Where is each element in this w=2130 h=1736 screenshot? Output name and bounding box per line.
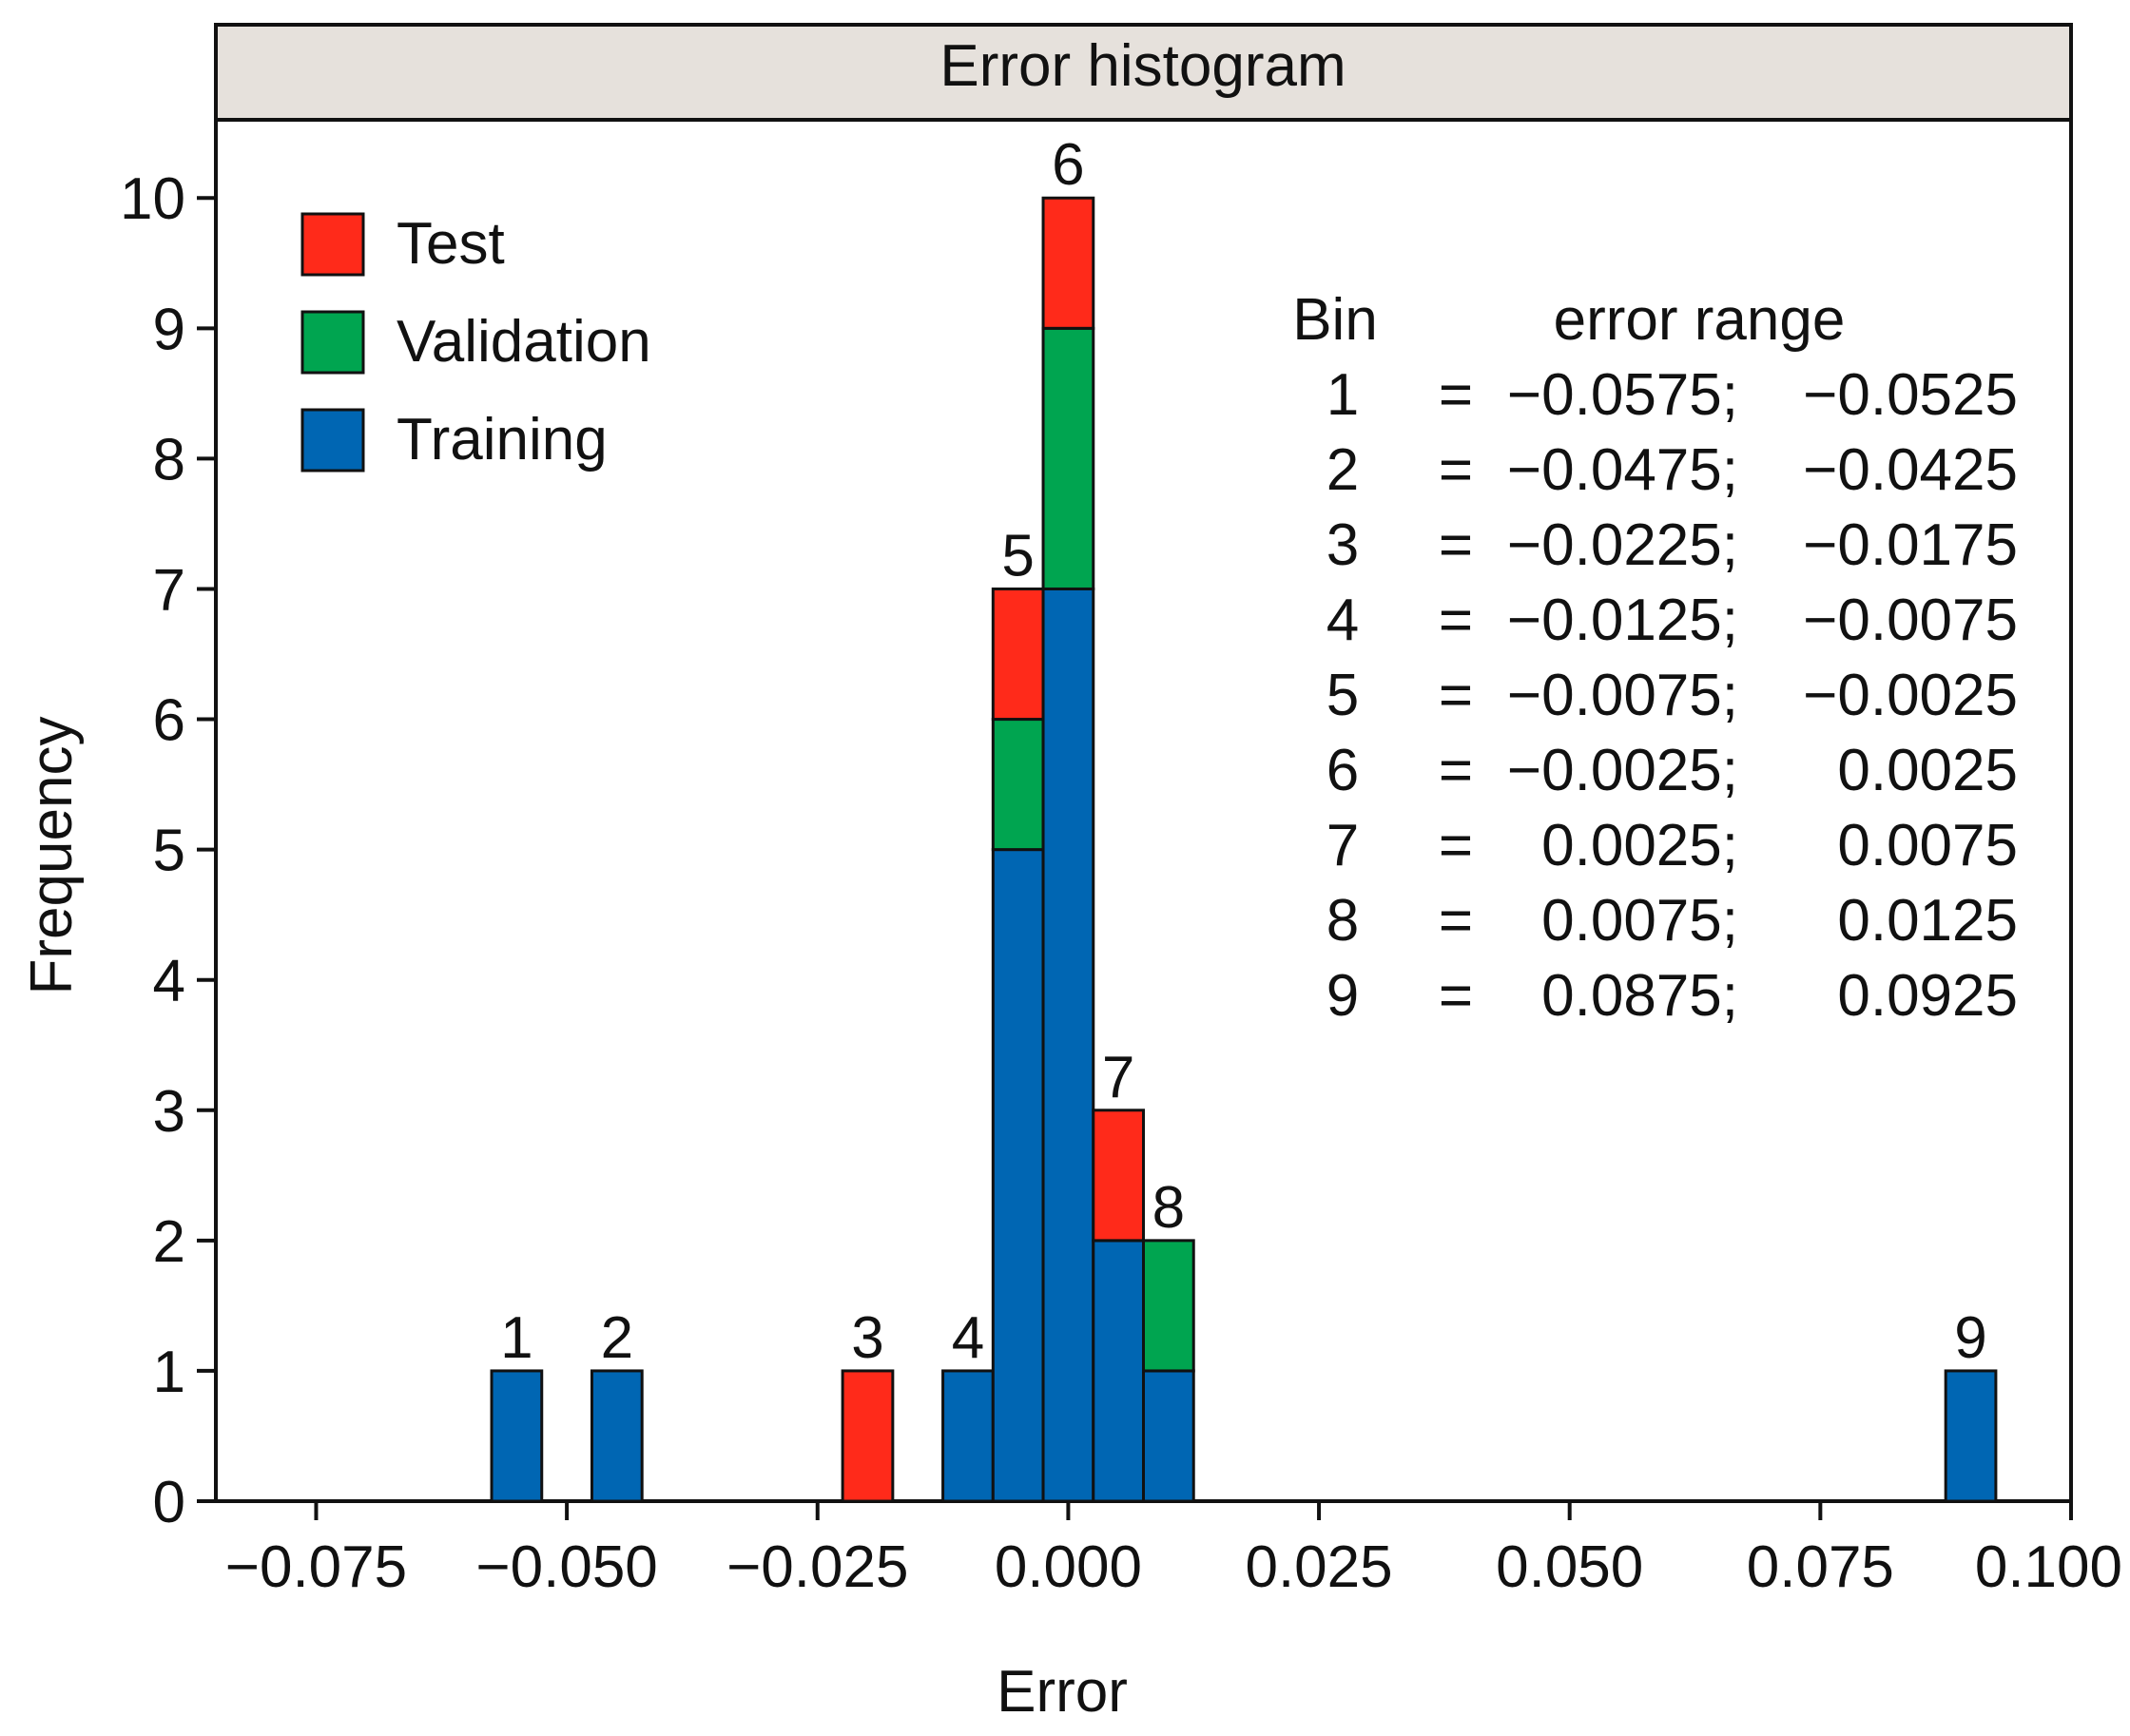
bin-table-upper: −0.0425: [1803, 437, 2018, 503]
bin-table-lower: 0.0025;: [1541, 813, 1738, 878]
x-tick-label: −0.050: [475, 1534, 657, 1600]
bin-label-6: 6: [1052, 132, 1084, 198]
bin-table-upper: −0.0175: [1803, 512, 2018, 578]
bin-table-bin-1: 1: [1326, 362, 1359, 428]
bin-table-upper: −0.0075: [1803, 588, 2018, 653]
bin-label-8: 8: [1152, 1175, 1185, 1241]
bin-label-4: 4: [952, 1305, 984, 1371]
bin-table-lower: −0.0575;: [1507, 362, 1738, 428]
axes-layer: −0.075 −0.050 −0.025 0.000 0.025 0.050 0.075 0.…: [120, 166, 2122, 1600]
bin-table-bin-9: 9: [1326, 963, 1359, 1029]
bin-table-upper: 0.0925: [1837, 963, 2018, 1029]
bin-table-lower: −0.0025;: [1507, 738, 1738, 803]
bin-label-3: 3: [851, 1305, 883, 1371]
bar-bin-5-validation: [991, 718, 1045, 852]
bar-bin-3-test: [841, 1369, 895, 1503]
bar-bin-6-validation: [1041, 326, 1095, 590]
x-tick-label: 0.100: [1975, 1534, 2122, 1600]
y-tick-label: 3: [153, 1079, 185, 1145]
bin-table-bin-5: 5: [1326, 663, 1359, 728]
title-strip: [214, 23, 2073, 122]
legend-label-test: Test: [397, 211, 505, 277]
bin-table-bin-2: 2: [1326, 437, 1359, 503]
bin-table-header-bin: Bin: [1292, 287, 1378, 353]
bar-bin-6-test: [1041, 196, 1095, 330]
bin-table-lower: −0.0475;: [1507, 437, 1738, 503]
bin-table-bin-4: 4: [1326, 588, 1359, 653]
bin-label-9: 9: [1954, 1305, 1986, 1371]
bin-table-bin-6: 6: [1326, 738, 1359, 803]
bin-label-5: 5: [1001, 523, 1034, 588]
bin-label-7: 7: [1102, 1045, 1134, 1110]
bar-bin-1-training: [490, 1369, 544, 1503]
y-tick-label: 9: [153, 297, 185, 362]
y-tick-label: 2: [153, 1209, 185, 1275]
bar-bin-7-training: [1092, 1239, 1145, 1503]
bin-table-equals: =: [1439, 512, 1473, 578]
y-tick-label: 5: [153, 819, 185, 884]
x-tick-label: −0.075: [225, 1534, 407, 1600]
bin-table-equals: =: [1439, 888, 1473, 954]
bin-table-bin-7: 7: [1326, 813, 1359, 878]
bin-label-1: 1: [500, 1305, 532, 1371]
bin-label-2: 2: [601, 1305, 633, 1371]
y-tick-label: 1: [153, 1340, 185, 1405]
bin-table-lower: −0.0225;: [1507, 512, 1738, 578]
bar-bin-8-training: [1142, 1369, 1195, 1503]
bin-table-equals: =: [1439, 813, 1473, 878]
bar-bin-5-test: [991, 587, 1045, 722]
y-tick-label: 10: [120, 166, 185, 232]
bin-table-upper: 0.0075: [1837, 813, 2018, 878]
bars-layer: [490, 196, 1998, 1503]
x-tick-label: 0.025: [1245, 1534, 1392, 1600]
bin-table-upper: −0.0525: [1803, 362, 2018, 428]
y-tick-label: 7: [153, 557, 185, 623]
bar-bin-5-training: [991, 848, 1045, 1503]
bin-table-equals: =: [1439, 963, 1473, 1029]
legend-swatch-training: [300, 408, 365, 473]
legend-label-validation: Validation: [397, 309, 651, 375]
y-tick-label: 4: [153, 949, 185, 1014]
bin-table-header-range: error range: [1554, 287, 1846, 353]
bar-bin-8-validation: [1142, 1239, 1195, 1373]
bin-table-lower: −0.0125;: [1507, 588, 1738, 653]
chart-title: Error histogram: [939, 33, 1346, 99]
bar-bin-2-training: [590, 1369, 644, 1503]
y-tick-label: 8: [153, 427, 185, 492]
bin-table-equals: =: [1439, 663, 1473, 728]
bin-table-bin-3: 3: [1326, 512, 1359, 578]
x-axis-label: Error: [997, 1659, 1128, 1725]
bin-table-equals: =: [1439, 588, 1473, 653]
bin-table-equals: =: [1439, 738, 1473, 803]
bar-bin-4-training: [941, 1369, 995, 1503]
legend-label-training: Training: [397, 407, 608, 473]
legend: Test Validation Training: [300, 211, 651, 473]
bin-table-lower: 0.0875;: [1541, 963, 1738, 1029]
x-tick-label: −0.025: [726, 1534, 908, 1600]
bin-table-lower: 0.0075;: [1541, 888, 1738, 954]
bar-bin-7-test: [1092, 1109, 1145, 1243]
y-tick-label: 6: [153, 688, 185, 754]
legend-swatch-validation: [300, 310, 365, 375]
x-tick-label: 0.075: [1747, 1534, 1894, 1600]
bin-table-lower: −0.0075;: [1507, 663, 1738, 728]
bar-bin-9-training: [1944, 1369, 1998, 1503]
y-axis-label: Frequency: [19, 717, 85, 995]
x-tick-label: 0.000: [995, 1534, 1142, 1600]
bin-table-upper: 0.0125: [1837, 888, 2018, 954]
bin-table-equals: =: [1439, 437, 1473, 503]
bar-bin-6-training: [1041, 587, 1095, 1503]
y-tick-label: 0: [153, 1470, 185, 1535]
x-tick-label: 0.050: [1496, 1534, 1643, 1600]
bin-table-equals: =: [1439, 362, 1473, 428]
bin-table-upper: 0.0025: [1837, 738, 2018, 803]
bin-table-upper: −0.0025: [1803, 663, 2018, 728]
bin-range-table: Bin error range 1 = −0.0575; −0.0525 2 = −0.0475…: [1292, 287, 2018, 1029]
bin-table-bin-8: 8: [1326, 888, 1359, 954]
legend-swatch-test: [300, 212, 365, 277]
